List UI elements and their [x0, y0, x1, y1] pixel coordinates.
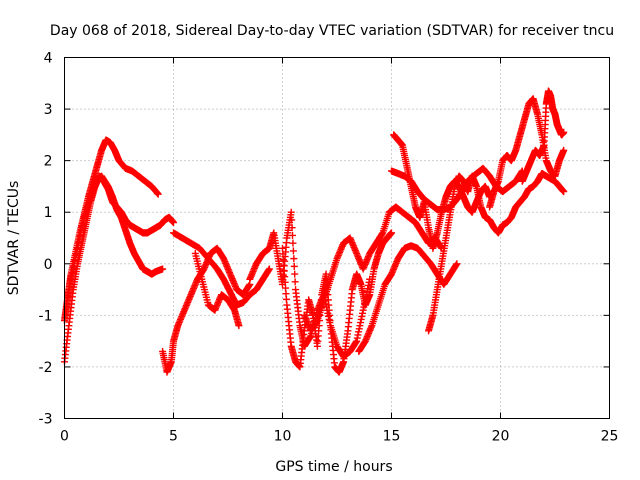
- data-series: [61, 87, 568, 376]
- plot-frame: [64, 57, 610, 419]
- y-axis-label: SDTVAR / TECUs: [6, 181, 22, 296]
- data-point-plus: [388, 229, 395, 237]
- x-tick-label: 25: [601, 429, 619, 445]
- y-tick-label: 2: [44, 154, 53, 170]
- y-tick-label: -1: [39, 308, 53, 324]
- y-tick-label: 4: [44, 51, 53, 67]
- series-track-13: [425, 170, 568, 335]
- data-point-plus: [289, 239, 297, 247]
- x-axis-label: GPS time / hours: [275, 459, 392, 475]
- data-point-plus: [287, 208, 295, 216]
- series-track-6: [191, 249, 243, 330]
- data-point-plus: [288, 216, 296, 224]
- series-track-15: [518, 87, 568, 185]
- data-point-plus: [560, 146, 568, 154]
- y-tick-labels: -3 -2 -1 0 1 2 3 4: [39, 51, 53, 428]
- series-track-10: [355, 242, 461, 355]
- y-tick-label: 0: [44, 257, 53, 273]
- series-track-5: [170, 229, 273, 309]
- data-point-plus: [159, 265, 167, 273]
- chart-title: Day 068 of 2018, Sidereal Day-to-day VTE…: [50, 23, 614, 39]
- series-track-9: [300, 203, 446, 335]
- series-track-3: [67, 172, 167, 283]
- x-tick-labels: 0 5 10 15 20 25: [60, 429, 618, 445]
- y-tick-label: 1: [44, 205, 53, 221]
- data-point-plus: [290, 255, 298, 263]
- x-tick-label: 20: [492, 429, 510, 445]
- series-track-12: [388, 164, 526, 214]
- series-track-8: [279, 229, 395, 376]
- y-tick-label: -2: [39, 360, 53, 376]
- y-tick-label: -3: [39, 412, 53, 428]
- data-point-plus: [289, 247, 297, 255]
- data-point-plus: [560, 188, 568, 196]
- data-point-plus: [291, 270, 299, 278]
- x-tick-label: 5: [169, 429, 178, 445]
- y-tick-label: 3: [44, 102, 53, 118]
- data-point-plus: [289, 231, 297, 239]
- data-point-plus: [291, 278, 299, 286]
- data-point-plus: [288, 224, 296, 232]
- data-point-plus: [235, 322, 243, 330]
- x-tick-label: 10: [274, 429, 292, 445]
- x-tick-label: 15: [383, 429, 401, 445]
- data-point-plus: [265, 265, 273, 273]
- data-point-plus: [154, 190, 162, 198]
- data-point-plus: [560, 128, 568, 136]
- data-point-plus: [290, 262, 298, 270]
- x-tick-label: 0: [60, 429, 69, 445]
- data-point-plus: [170, 219, 177, 227]
- data-point-plus: [453, 260, 461, 268]
